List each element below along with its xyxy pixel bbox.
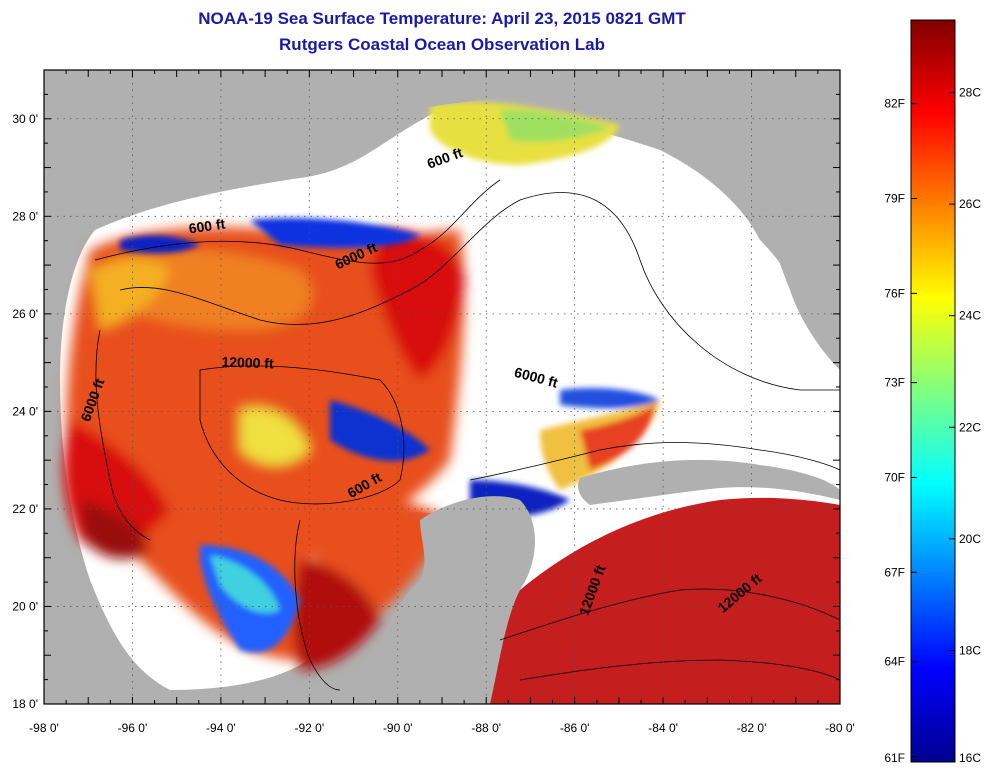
x-tick-label: -96 0': [118, 721, 148, 735]
cuba-land: [578, 459, 840, 505]
x-tick-label: -88 0': [471, 721, 501, 735]
y-tick-label: 26 0': [12, 307, 38, 321]
colorbar-fahrenheit-ticks: 61F 64F 67F 70F 73F 76F 79F 82F: [884, 97, 917, 765]
fahrenheit-label: 73F: [884, 376, 905, 390]
fahrenheit-label: 64F: [884, 655, 905, 669]
sst-map: [44, 70, 840, 704]
fahrenheit-label: 61F: [884, 751, 905, 765]
y-axis-labels: 18 0' 20 0' 22 0' 24 0' 26 0' 28 0' 30 0': [12, 112, 38, 711]
x-tick-label: -98 0': [29, 721, 59, 735]
fahrenheit-label: 76F: [884, 286, 905, 300]
fahrenheit-label: 67F: [884, 565, 905, 579]
title-subtitle: Rutgers Coastal Ocean Observation Lab: [279, 35, 605, 54]
x-axis-labels: -98 0' -96 0' -94 0' -92 0' -90 0' -88 0' -86 …: [29, 721, 855, 735]
caribbean-water: [480, 497, 840, 704]
axis-ticks: [43, 69, 841, 705]
celsius-label: 16C: [959, 751, 981, 765]
contour-label: 600 ft: [188, 215, 227, 236]
celsius-label: 20C: [959, 532, 981, 546]
y-tick-label: 20 0': [12, 599, 38, 613]
x-tick-label: -90 0': [383, 721, 413, 735]
mexico-land: [44, 70, 120, 704]
y-tick-label: 24 0': [12, 404, 38, 418]
sst-cool-features: [200, 388, 660, 653]
florida-land: [736, 70, 840, 370]
title-block: NOAA-19 Sea Surface Temperature: April 2…: [44, 6, 840, 58]
celsius-label: 24C: [959, 309, 981, 323]
sst-northern-shelf: [120, 101, 620, 254]
celsius-label: 26C: [959, 197, 981, 211]
x-tick-label: -92 0': [295, 721, 325, 735]
x-tick-label: -80 0': [825, 721, 855, 735]
x-tick-label: -94 0': [206, 721, 236, 735]
celsius-label: 22C: [959, 420, 981, 434]
celsius-label: 18C: [959, 643, 981, 657]
x-tick-label: -82 0': [737, 721, 767, 735]
y-tick-label: 22 0': [12, 502, 38, 516]
us-coast-land: [44, 70, 740, 185]
fahrenheit-label: 82F: [884, 97, 905, 111]
fahrenheit-label: 70F: [884, 470, 905, 484]
bathymetry-contours: [94, 179, 840, 691]
y-tick-label: 28 0': [12, 209, 38, 223]
y-tick-label: 30 0': [12, 112, 38, 126]
title-main: NOAA-19 Sea Surface Temperature: April 2…: [198, 9, 686, 28]
colorbar: [910, 19, 956, 763]
y-tick-label: 18 0': [12, 697, 38, 711]
colorbar-celsius-ticks: 16C 18C 20C 22C 24C 26C 28C: [949, 86, 981, 765]
celsius-label: 28C: [959, 86, 981, 100]
contour-label: 12000 ft: [221, 354, 274, 372]
yucatan-land: [376, 496, 535, 704]
x-tick-label: -86 0': [560, 721, 590, 735]
x-tick-label: -84 0': [648, 721, 678, 735]
graticule: [44, 70, 840, 704]
fahrenheit-label: 79F: [884, 192, 905, 206]
